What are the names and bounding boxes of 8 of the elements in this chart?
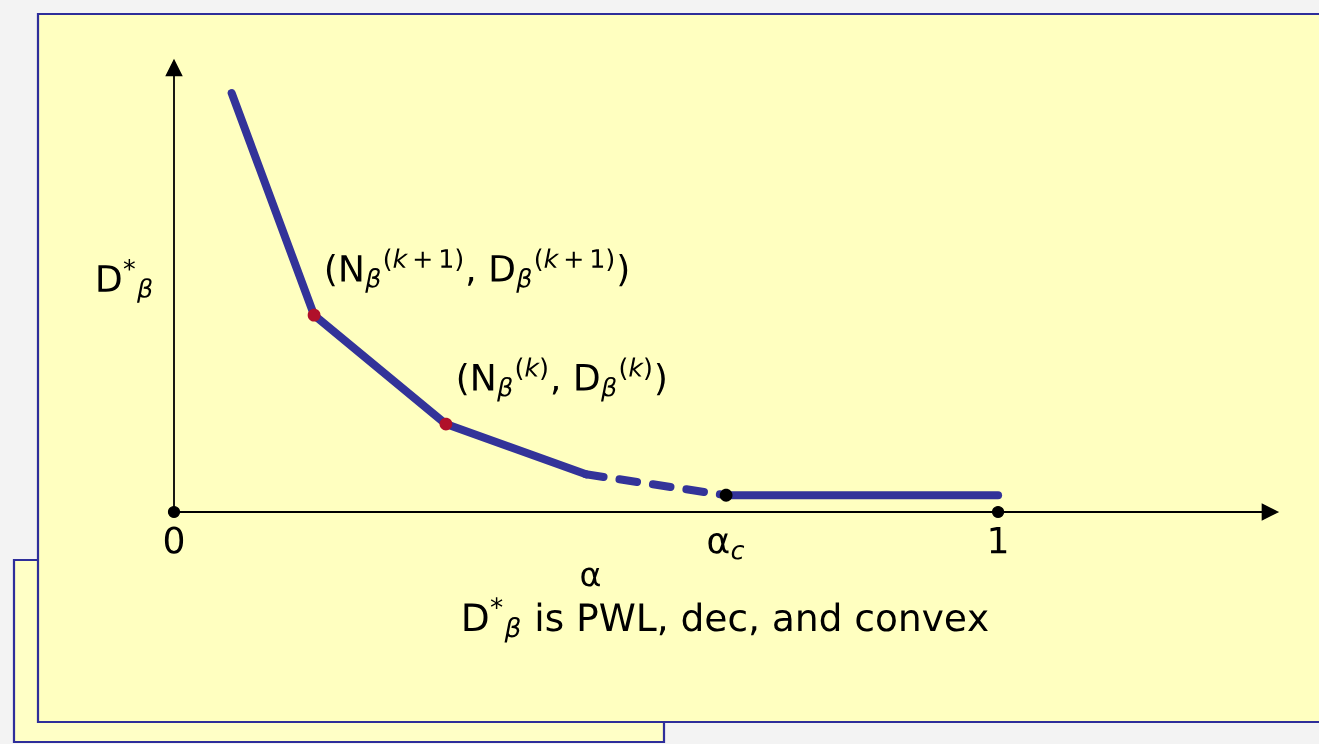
x-tick-label: 0: [164, 526, 184, 554]
x-tick-label: α$_{c}$: [708, 533, 745, 560]
x-tick-label: 1: [990, 527, 1007, 554]
x-axis-title: α: [581, 567, 600, 587]
annotation: (N$_{β}$$^{(k)}$, D$_{β}$$^{(k)}$): [458, 357, 665, 402]
y-axis-title: D$^{*}$$_{β}$: [98, 259, 152, 303]
text: D$^{*}$$_{β}$ is PWL, dec, and convex: [464, 597, 988, 643]
annotation: (N$_{β}$$^{(k+1)}$, D$_{β}$$^{(k+1)}$): [326, 248, 628, 293]
